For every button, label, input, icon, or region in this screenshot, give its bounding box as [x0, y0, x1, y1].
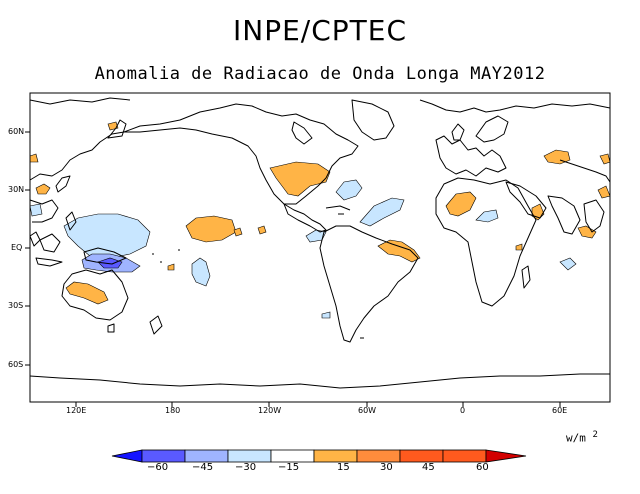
anomaly-positive-east-africa: [515, 243, 523, 251]
coast-antarctica: [29, 373, 610, 389]
units-text: w/m: [566, 431, 586, 445]
lon-label-60e: 60E: [552, 406, 568, 415]
coast-africa: [435, 177, 537, 307]
colorbar-tick-neg45: −45: [192, 462, 214, 473]
coast-east-asia: [559, 159, 611, 183]
coast-australia: [61, 269, 129, 321]
units-exponent: 2: [592, 430, 598, 440]
colorbar-tick-15: 15: [337, 462, 350, 473]
coast-scandinavia: [475, 115, 509, 143]
coast-sumatra: [29, 231, 41, 247]
anomaly-positive-north-america: [269, 161, 331, 197]
colorbar-swatch-45-30: [184, 449, 229, 463]
colorbar-swatch-60-x: [442, 449, 487, 463]
coast-new-guinea: [83, 247, 127, 265]
anomaly-positive-pacific-small: [257, 225, 267, 235]
anomaly-positive-east-asia-north: [599, 153, 611, 165]
colorbar-swatch-45-60: [399, 449, 444, 463]
coast-central-america: [283, 203, 327, 233]
anomaly-positive-east-asia: [597, 185, 611, 199]
anomaly-negative-mexico: [335, 179, 363, 201]
lon-label-60w: 60W: [358, 406, 377, 415]
colorbar-swatch-lt-60: [111, 449, 143, 463]
colorbar-tick-30: 30: [380, 462, 393, 473]
coast-hudson-bay: [291, 121, 313, 145]
colorbar-swatch-30-15: [227, 449, 272, 463]
anomaly-negative-atlantic: [359, 197, 405, 227]
anomaly-negative-45-papua: [97, 257, 123, 269]
anomaly-positive-equatorial-pacific: [233, 227, 243, 237]
anomaly-negative-maritime-continent: [63, 213, 151, 259]
map-subtitle: Anomalia de Radiacao de Onda Longa MAY20…: [94, 64, 546, 84]
coast-tasmania: [107, 323, 115, 333]
anomaly-negative-south-pacific: [191, 257, 211, 287]
coast-java: [35, 257, 63, 267]
coast-eurasia-north: [419, 99, 611, 113]
anomaly-positive-australia: [65, 281, 109, 305]
colorbar-swatch-15-15: [270, 449, 315, 463]
coast-arctic-west: [29, 97, 131, 105]
anomaly-positive-bay-of-bengal: [577, 225, 597, 239]
colorbar: [111, 449, 527, 463]
colorbar-swatch-60-45: [141, 449, 186, 463]
anomaly-positive-sahara: [445, 191, 477, 217]
coast-europe: [435, 135, 507, 177]
coast-madagascar: [521, 265, 531, 289]
coast-greenland: [351, 99, 395, 141]
colorbar-swatch-gt-60: [485, 449, 527, 463]
lat-label-30n: 30N: [8, 185, 25, 194]
anomaly-positive-west-pacific: [29, 153, 39, 163]
coast-caribbean: [325, 205, 351, 215]
coast-arabia: [505, 181, 547, 219]
coast-china-west: [29, 199, 59, 223]
colorbar-swatch-15-30: [313, 449, 358, 463]
coast-southeast-asia: [583, 199, 605, 233]
anomaly-positive-central-pacific: [185, 215, 237, 243]
lon-label-120w: 120W: [258, 406, 282, 415]
colorbar-swatch-30-45: [356, 449, 401, 463]
coast-north-america: [123, 103, 359, 205]
anomaly-negative-west-edge: [29, 203, 43, 217]
coast-south-america: [319, 225, 419, 343]
lon-label-120e: 120E: [66, 406, 87, 415]
anomaly-negative-indian-ocean: [559, 257, 577, 271]
main-title: INPE/CPTEC: [233, 14, 407, 47]
anomaly-positive-japan-sea: [35, 183, 51, 195]
anomaly-positive-brazil: [377, 239, 421, 263]
lat-label-30s: 30S: [8, 301, 24, 310]
lat-label-60s: 60S: [8, 360, 24, 369]
colorbar-tick-60: 60: [476, 462, 489, 473]
anomaly-fills: [29, 121, 611, 319]
coast-kamchatka: [107, 119, 127, 139]
coast-japan: [55, 175, 71, 193]
axis-ticks: [25, 131, 561, 407]
coast-borneo: [39, 233, 61, 253]
anomaly-negative-east-pacific: [305, 229, 327, 243]
coastlines: [29, 97, 611, 389]
colorbar-units: w/m 2: [566, 430, 598, 445]
anomaly-negative-south-america-tip: [321, 311, 331, 319]
anomaly-positive-central-asia: [543, 149, 571, 165]
coast-british-isles: [451, 123, 465, 141]
coast-east-asia-west: [29, 131, 125, 181]
coast-new-zealand: [149, 315, 163, 335]
colorbar-tick-neg15: −15: [278, 462, 300, 473]
coast-philippines: [65, 211, 77, 231]
anomaly-negative-africa: [475, 209, 499, 223]
colorbar-tick-45: 45: [422, 462, 435, 473]
colorbar-tick-neg60: −60: [147, 462, 169, 473]
colorbar-tick-neg30: −30: [235, 462, 257, 473]
anomaly-positive-south-pacific: [167, 263, 175, 271]
coast-india: [547, 195, 581, 235]
lat-label-eq: EQ: [11, 243, 23, 252]
lon-label-0: 0: [460, 406, 466, 415]
lat-label-60n: 60N: [8, 127, 25, 136]
lon-label-180: 180: [165, 406, 181, 415]
coast-pacific-islands: [152, 249, 180, 263]
